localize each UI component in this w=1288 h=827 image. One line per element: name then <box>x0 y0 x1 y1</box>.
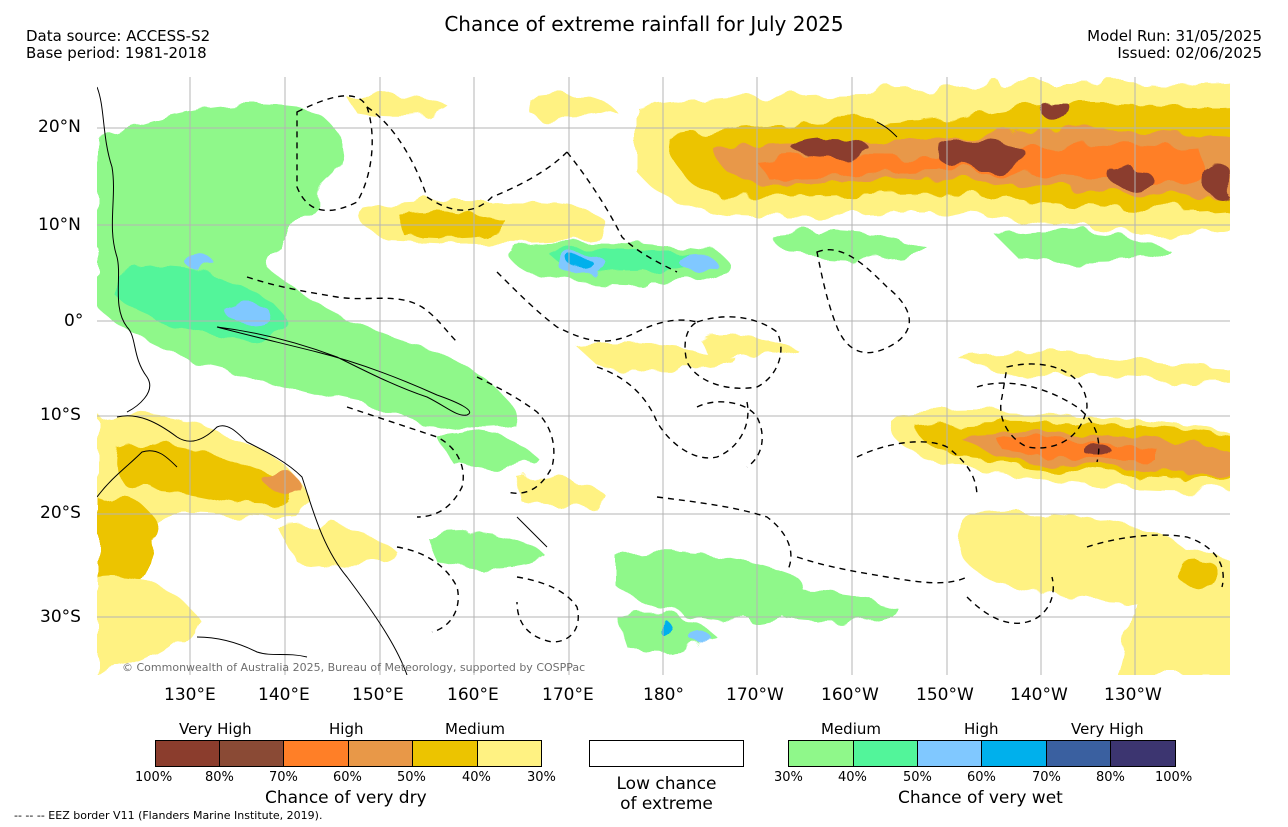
lat-label-10s: 10°S <box>40 405 81 425</box>
legend-wet-tick: 30% <box>774 770 803 785</box>
lat-label-30s: 30°S <box>40 607 81 627</box>
legend-dry-tick: 80% <box>205 770 234 785</box>
lon-label-130e: 130°E <box>164 685 216 705</box>
lat-label-20s: 20°S <box>40 503 81 523</box>
legend-wet-tick: 60% <box>967 770 996 785</box>
legend-wet-swatch <box>917 740 982 767</box>
legend-wet-swatch <box>1110 740 1176 767</box>
lon-label-140e: 140°E <box>258 685 310 705</box>
coastlines <box>97 86 898 675</box>
legend-wet-tick: 40% <box>838 770 867 785</box>
lon-label-180: 180° <box>643 685 684 705</box>
legend-dry-tick: 30% <box>527 770 556 785</box>
rainfall-map: © Commonwealth of Australia 2025, Bureau… <box>97 77 1230 675</box>
legend-dry-tick: 70% <box>269 770 298 785</box>
legend-wet-high: High <box>964 720 999 738</box>
lat-label-0: 0° <box>64 311 84 331</box>
lon-label-140w: 140°W <box>1010 685 1068 705</box>
graticule <box>97 77 1230 675</box>
lon-label-160w: 160°W <box>821 685 879 705</box>
eez-borders <box>246 95 1224 643</box>
lat-label-20n: 20°N <box>38 117 81 137</box>
legend-neutral-caption-line1: Low chance <box>616 774 717 794</box>
legend-wet-swatch <box>853 740 918 767</box>
legend-dry-caption: Chance of very dry <box>265 788 427 808</box>
legend-wet-swatch <box>981 740 1047 767</box>
rainfall-anomaly-fields <box>97 80 1230 675</box>
lon-label-160e: 160°E <box>447 685 499 705</box>
legend-neutral-swatch <box>589 740 744 767</box>
legend-dry-swatch <box>412 740 478 767</box>
eez-border-note: -- -- -- EEZ border V11 (Flanders Marine… <box>14 809 323 822</box>
legend-wet-tick: 100% <box>1155 770 1193 785</box>
legend-dry-tick: 40% <box>462 770 491 785</box>
legend-wet-medium: Medium <box>821 720 881 738</box>
legend-dry-high: High <box>329 720 364 738</box>
page-title: Chance of extreme rainfall for July 2025 <box>444 12 844 36</box>
legend-dry-medium: Medium <box>445 720 505 738</box>
base-period-label: Base period: 1981-2018 <box>26 44 207 62</box>
legend-wet-caption: Chance of very wet <box>898 788 1063 808</box>
model-run-label: Model Run: 31/05/2025 <box>1087 27 1262 45</box>
legend-dry-swatch <box>283 740 349 767</box>
lon-label-170w: 170°W <box>726 685 784 705</box>
issued-label: Issued: 02/06/2025 <box>1117 44 1262 62</box>
lon-label-170e: 170°E <box>542 685 594 705</box>
legend-dry-swatch <box>348 740 413 767</box>
legend-dry-very-high: Very High <box>179 720 252 738</box>
legend-dry-tick: 50% <box>397 770 426 785</box>
lat-label-10n: 10°N <box>38 215 81 235</box>
legend-dry-swatch <box>477 740 542 767</box>
data-source-label: Data source: ACCESS-S2 <box>26 27 211 45</box>
legend-wet-tick: 70% <box>1032 770 1061 785</box>
legend-dry-tick: 60% <box>333 770 362 785</box>
legend-wet-very-high: Very High <box>1071 720 1144 738</box>
lon-label-150e: 150°E <box>352 685 404 705</box>
lon-label-130w: 130°W <box>1104 685 1162 705</box>
legend-dry-swatch <box>219 740 284 767</box>
legend-neutral-caption-line2: of extreme <box>620 794 713 814</box>
map-copyright: © Commonwealth of Australia 2025, Bureau… <box>122 661 585 674</box>
legend-wet-swatch <box>788 740 854 767</box>
legend-dry-tick: 100% <box>135 770 173 785</box>
legend-wet-tick: 50% <box>903 770 932 785</box>
legend-dry-swatch <box>155 740 220 767</box>
legend-wet-tick: 80% <box>1096 770 1125 785</box>
lon-label-150w: 150°W <box>916 685 974 705</box>
legend-wet-swatch <box>1046 740 1111 767</box>
